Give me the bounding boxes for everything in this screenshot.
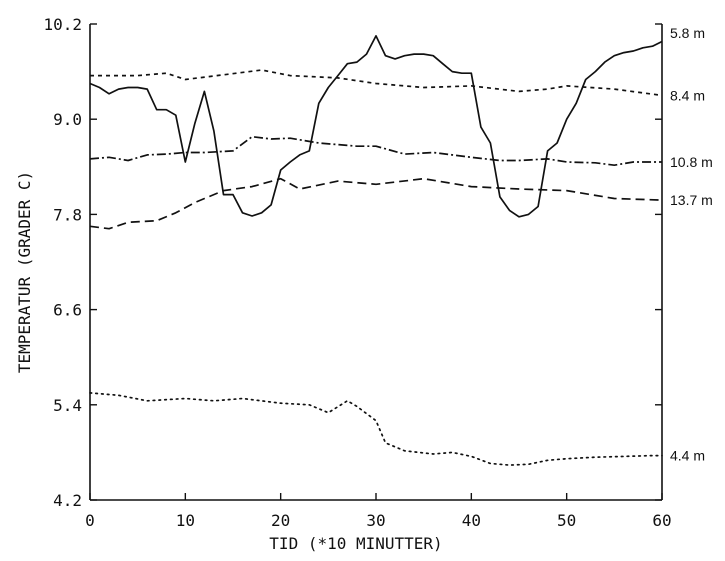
y-tick-label: 4.2 [53,491,82,510]
x-tick-label: 50 [557,511,576,530]
series-line-10-8-mm [89,135,662,167]
series-line-4-4-mm [89,392,663,466]
y-tick-label: 10.2 [43,15,82,34]
x-axis-ticks: 0 10 20 30 40 50 60 [85,493,672,530]
x-tick-label: 0 [85,511,95,530]
series-label: 13.7 m [670,192,713,208]
x-tick-label: 10 [176,511,195,530]
series-label: 4.4 m [670,448,705,464]
series-lines [89,35,663,466]
x-tick-label: 60 [652,511,671,530]
y-tick-label: 7.8 [53,205,82,224]
y-axis-title: TEMPERATUR (GRADER C) [15,171,34,373]
series-label: 10.8 m [670,154,713,170]
y-tick-label: 9.0 [53,110,82,129]
y-tick-label: 6.6 [53,301,82,320]
series-label: 8.4 m [670,87,705,103]
x-tick-label: 20 [271,511,290,530]
series-line-5-8-mm [89,35,663,218]
x-axis-title: TID (*10 MINUTTER) [269,534,442,553]
x-tick-label: 40 [462,511,481,530]
plot-area [89,24,663,501]
series-line-13-7-mm [89,177,663,230]
series-line-8-4-mm [90,69,663,97]
y-tick-label: 5.4 [53,396,82,415]
series-labels: 5.8 m 8.4 m 10.8 m 13.7 m 4.4 m [670,25,713,464]
y-axis-ticks: 4.2 5.4 6.6 7.8 9.0 10.2 [43,15,662,510]
series-label: 5.8 m [670,25,705,41]
x-tick-label: 30 [366,511,385,530]
